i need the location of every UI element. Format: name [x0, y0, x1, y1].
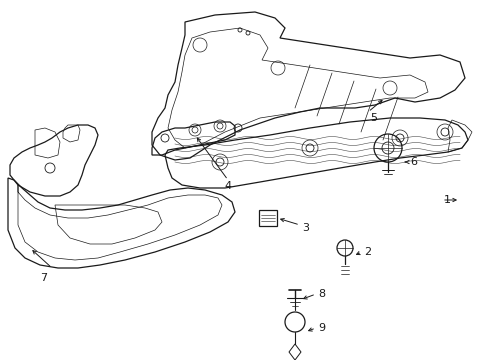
Text: 4: 4	[224, 181, 231, 191]
Text: 7: 7	[40, 273, 47, 283]
Text: 3: 3	[302, 223, 309, 233]
Text: 8: 8	[318, 289, 325, 299]
Text: 5: 5	[370, 113, 377, 123]
Text: 1: 1	[444, 195, 451, 205]
Text: 2: 2	[364, 247, 371, 257]
Text: 6: 6	[410, 157, 417, 167]
Text: 9: 9	[318, 323, 325, 333]
